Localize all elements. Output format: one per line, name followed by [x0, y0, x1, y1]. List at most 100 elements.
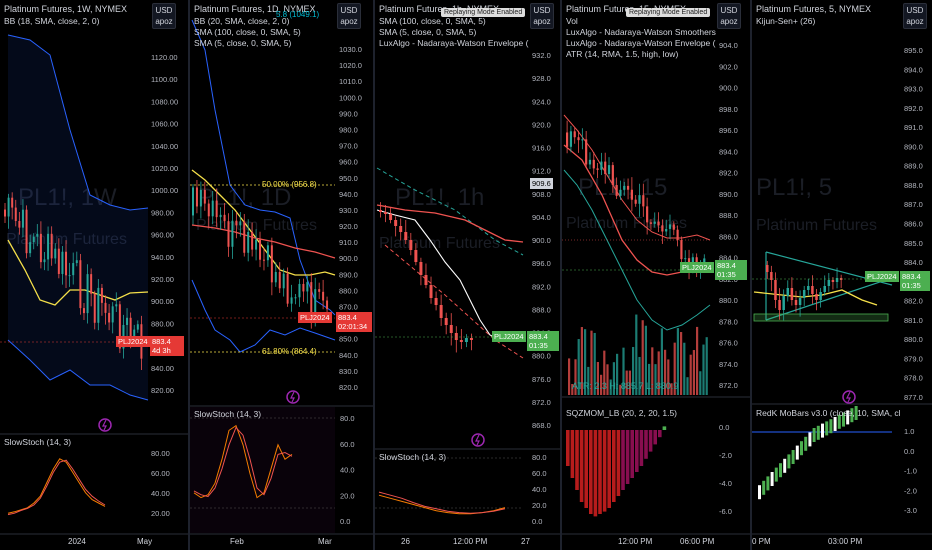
y-tick: 820.00: [151, 386, 174, 395]
y-tick: 940.00: [151, 253, 174, 262]
y-tick: 888.0: [904, 181, 923, 190]
chart-panel-1d[interactable]: PL1!, 1D Platinum Futures 1030.0 1020.0 10…: [190, 0, 373, 550]
chart-title[interactable]: Platinum Futures, 5, NYMEX: [756, 4, 872, 14]
y-tick: 912.0: [532, 167, 551, 176]
indicator-label[interactable]: BB (20, SMA, close, 2, 0): [194, 16, 290, 26]
lightning-icon[interactable]: [98, 418, 112, 432]
mobars-histogram: [758, 406, 858, 500]
y-tick: -6.0: [719, 507, 732, 516]
y-tick: 881.0: [904, 316, 923, 325]
y-tick: 894.0: [904, 65, 923, 74]
symbol-tag: PLJ2024: [116, 336, 150, 347]
sub-axis[interactable]: 80.00 60.00 40.00 20.00: [151, 449, 170, 518]
candles: [566, 120, 706, 280]
y-tick: -2.0: [719, 451, 732, 460]
currency-button[interactable]: USD apoz: [152, 3, 176, 29]
indicator-label[interactable]: LuxAlgo - Nadaraya-Watson Envelope (: [566, 38, 716, 48]
indicator-label[interactable]: SMA (5, close, 0, SMA, 5): [194, 38, 292, 48]
sub-indicator-title[interactable]: SlowStoch (14, 3): [194, 409, 262, 419]
y-tick: 1040.00: [151, 142, 178, 151]
price-axis[interactable]: 904.0 902.0 900.0 898.0 896.0 894.0 892.0 890.0…: [719, 41, 738, 390]
currency-button[interactable]: USD apoz: [717, 3, 741, 29]
stoch-lines: [193, 424, 293, 499]
indicator-label[interactable]: SMA (5, close, 0, SMA, 5): [379, 27, 477, 37]
y-tick: 1000.0: [339, 93, 362, 102]
indicator-label[interactable]: LuxAlgo - Nadaraya-Watson Smoothers: [566, 27, 716, 37]
lightning-icon[interactable]: [471, 433, 485, 447]
symbol-tag: PLJ2024: [492, 331, 526, 342]
y-tick: 920.00: [151, 275, 174, 284]
sub-axis[interactable]: 0.0 -2.0 -4.0 -6.0: [719, 423, 732, 516]
y-tick: 890.0: [719, 190, 738, 199]
price-axis[interactable]: 932.0 928.0 924.0 920.0 916.0 912.0 908.0 904.0…: [532, 51, 551, 430]
indicator-label[interactable]: ATR (14, RMA, 1.5, high, low): [566, 49, 679, 59]
y-tick: 1060.00: [151, 120, 178, 129]
y-tick: 892.0: [532, 282, 551, 291]
x-tick: May: [137, 537, 153, 546]
indicator-label[interactable]: LuxAlgo - Nadaraya-Watson Envelope (: [379, 38, 529, 48]
price-axis[interactable]: 895.0 894.0 893.0 892.0 891.0 890.0 889.0 888.0…: [904, 46, 923, 402]
sub-axis[interactable]: 80.0 60.0 40.0 20.0 0.0: [532, 453, 547, 526]
y-tick: 80.0: [532, 453, 547, 462]
indicator-label[interactable]: SMA (100, close, 0, SMA, 5): [194, 27, 301, 37]
last-value-tag: 909.6: [530, 178, 553, 189]
indicator-label[interactable]: Kijun-Sen+ (26): [756, 16, 816, 26]
y-tick: 885.0: [904, 239, 923, 248]
chart-panel-1h[interactable]: PL1!, 1h Platinum Futures 932.0 928.0 924.…: [375, 0, 560, 550]
price-tag: 883.4 01:35: [527, 331, 559, 351]
sub-axis[interactable]: 1.0 0.0 -1.0 -2.0 -3.0: [904, 427, 917, 515]
y-tick: 924.0: [532, 97, 551, 106]
y-tick: 890.0: [904, 142, 923, 151]
chart-title[interactable]: Platinum Futures, 1W, NYMEX: [4, 4, 128, 14]
y-tick: 970.0: [339, 142, 358, 151]
chart-title[interactable]: Platinum Futures, 1h, NYMEX: [379, 4, 500, 14]
y-tick: 1020.0: [339, 61, 362, 70]
price-tag: 883.4 4d 3h: [150, 336, 184, 356]
y-tick: 888.0: [719, 211, 738, 220]
lightning-icon[interactable]: [842, 390, 856, 404]
indicator-label[interactable]: Vol: [566, 16, 578, 26]
y-tick: 820.0: [339, 383, 358, 392]
chart-title[interactable]: Platinum Futures, 1D, NYMEX: [194, 4, 316, 14]
y-tick: 904.0: [532, 213, 551, 222]
y-tick: 40.0: [532, 485, 547, 494]
chart-panel-15[interactable]: PL1!, 15 Platinum Futures 904.0 902.0 900.…: [562, 0, 750, 550]
atr-readout: ATR: 2.3 H: 885.7 L: 880.9: [572, 381, 679, 391]
sub-indicator-title[interactable]: SQZMOM_LB (20, 2, 20, 1.5): [566, 408, 678, 418]
chart-panel-1w[interactable]: PL1!, 1W Platinum Futures 1120.00 1100.00…: [0, 0, 188, 550]
watermark: PL1!, 1h: [395, 184, 484, 211]
currency-button[interactable]: USD apoz: [337, 3, 361, 29]
y-tick: 1100.00: [151, 75, 178, 84]
bb-upper: [191, 19, 336, 316]
sub-indicator-title[interactable]: SlowStoch (14, 3): [379, 452, 447, 462]
y-tick: 60.00: [151, 469, 170, 478]
y-tick: 20.0: [532, 501, 547, 510]
y-tick: -1.0: [904, 467, 917, 476]
y-tick: 892.0: [719, 169, 738, 178]
price-axis[interactable]: 1030.0 1020.0 1010.0 1000.0 990.0 980.0 970.0 9…: [339, 45, 362, 392]
lightning-icon[interactable]: [286, 390, 300, 404]
price-tag: 883.4 02:01:34: [336, 312, 372, 332]
y-tick: 894.0: [719, 147, 738, 156]
sub-indicator-title[interactable]: SlowStoch (14, 3): [4, 437, 72, 447]
bb-lower: [7, 339, 149, 401]
sub-axis[interactable]: 80.0 60.0 40.0 20.0 0.0: [340, 414, 355, 526]
x-tick: Mar: [318, 537, 332, 546]
y-tick: 874.0: [719, 360, 738, 369]
indicator-label[interactable]: BB (18, SMA, close, 2, 0): [4, 16, 100, 26]
y-tick: 880.00: [151, 319, 174, 328]
indicator-label[interactable]: SMA (100, close, 0, SMA, 5): [379, 16, 486, 26]
currency-button[interactable]: USD apoz: [903, 3, 927, 29]
currency-button[interactable]: USD apoz: [530, 3, 554, 29]
sub-indicator-title[interactable]: RedK MoBars v3.0 (close, 10, SMA, cl: [756, 408, 901, 418]
y-tick: 908.0: [532, 190, 551, 199]
y-tick: 898.0: [719, 105, 738, 114]
fib-label-50: 50.00% (956.8): [262, 180, 317, 189]
chart-panel-5[interactable]: PL1!, 5 Platinum Futures 895.0 894.0 893.0…: [752, 0, 932, 550]
y-tick: 60.0: [340, 440, 355, 449]
y-tick: 1120.00: [151, 53, 178, 62]
x-tick: 27: [521, 537, 530, 546]
y-tick: 1.0: [904, 427, 914, 436]
y-tick: 1000.00: [151, 186, 178, 195]
y-tick: 891.0: [904, 123, 923, 132]
